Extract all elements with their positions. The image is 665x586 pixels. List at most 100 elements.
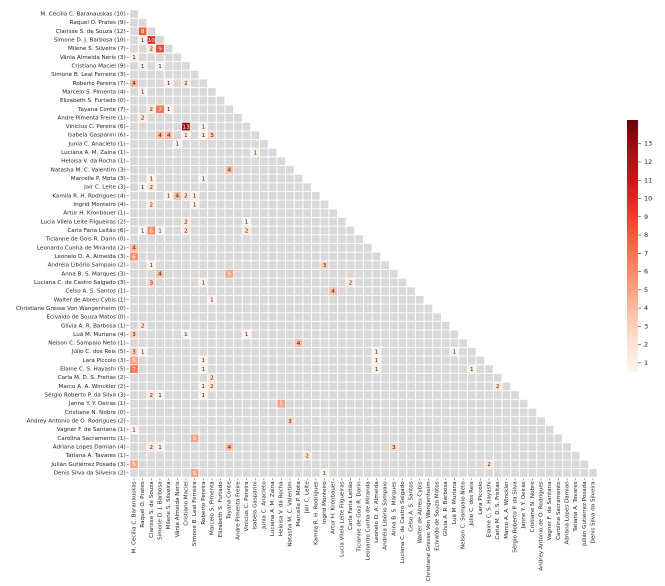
empty-cell — [363, 469, 372, 477]
colorbar-label: 9 — [644, 213, 648, 221]
cell — [199, 382, 208, 391]
empty-cell — [182, 321, 190, 330]
empty-cell — [268, 425, 277, 434]
empty-cell — [164, 53, 173, 62]
empty-cell — [286, 365, 294, 373]
cell-value: 1 — [158, 445, 162, 451]
empty-cell — [242, 131, 251, 140]
empty-cell — [346, 261, 355, 269]
empty-cell — [485, 373, 493, 382]
empty-cell — [147, 434, 156, 443]
cell — [173, 140, 182, 148]
empty-cell — [234, 391, 242, 399]
empty-cell — [216, 278, 225, 287]
empty-cell — [190, 79, 199, 88]
empty-cell — [320, 425, 329, 434]
cell — [467, 365, 476, 373]
empty-cell — [433, 330, 441, 339]
empty-cell — [260, 235, 268, 243]
empty-cell — [147, 148, 156, 157]
empty-cell — [294, 391, 303, 399]
empty-cell — [164, 434, 173, 443]
col-label: M. Cecília C. Baranauskas — [131, 481, 138, 553]
empty-cell — [164, 399, 173, 408]
empty-cell — [251, 252, 260, 261]
empty-cell — [493, 399, 502, 408]
cell-value: 1 — [158, 64, 162, 70]
empty-cell — [182, 209, 190, 218]
empty-cell — [225, 148, 234, 157]
empty-cell — [441, 382, 450, 391]
empty-cell — [381, 339, 389, 347]
empty-cell — [320, 460, 329, 469]
empty-cell — [190, 261, 199, 269]
empty-cell — [147, 399, 156, 408]
empty-cell — [190, 131, 199, 140]
cell-value: 1 — [201, 384, 205, 390]
empty-cell — [294, 252, 303, 261]
cell-value: 1 — [141, 228, 145, 234]
empty-cell — [268, 434, 277, 443]
empty-cell — [190, 88, 199, 96]
empty-cell — [251, 166, 260, 174]
empty-cell — [251, 373, 260, 382]
empty-cell — [502, 434, 511, 443]
cell — [346, 278, 355, 287]
cell-value: 1 — [375, 350, 379, 356]
empty-cell — [260, 304, 268, 313]
empty-cell — [363, 313, 372, 321]
empty-cell — [355, 460, 363, 469]
empty-cell — [216, 148, 225, 157]
empty-cell — [208, 408, 216, 417]
empty-cell — [251, 218, 260, 226]
empty-cell — [320, 391, 329, 399]
empty-cell — [372, 460, 381, 469]
empty-cell — [147, 408, 156, 417]
empty-cell — [372, 295, 381, 304]
cell — [156, 269, 164, 278]
empty-cell — [234, 226, 242, 235]
empty-cell — [493, 391, 502, 399]
empty-cell — [355, 304, 363, 313]
empty-cell — [320, 226, 329, 235]
empty-cell — [459, 373, 467, 382]
empty-cell — [225, 192, 234, 200]
empty-cell — [286, 391, 294, 399]
empty-cell — [363, 252, 372, 261]
cell — [147, 183, 156, 192]
empty-cell — [415, 408, 424, 417]
empty-cell — [216, 469, 225, 477]
empty-cell — [389, 313, 398, 321]
empty-cell — [147, 88, 156, 96]
empty-cell — [182, 174, 190, 183]
cell-value: 9 — [158, 46, 162, 52]
empty-cell — [130, 105, 138, 114]
cell-value: 4 — [227, 445, 231, 451]
empty-cell — [234, 304, 242, 313]
empty-cell — [493, 469, 502, 477]
col-label: Luciana C. de Castro Salgado — [400, 481, 406, 563]
empty-cell — [355, 347, 363, 356]
empty-cell — [441, 417, 450, 425]
empty-cell — [338, 295, 346, 304]
empty-cell — [138, 174, 147, 183]
empty-cell — [286, 218, 294, 226]
col-label: Simone D. J. Barbosa — [157, 481, 163, 540]
col-label: Julián Gutiérrez Posada — [581, 481, 588, 547]
empty-cell — [173, 209, 182, 218]
empty-cell — [346, 425, 355, 434]
col-label: Ingrid Monteiro — [322, 481, 328, 524]
empty-cell — [208, 261, 216, 269]
empty-cell — [156, 166, 164, 174]
empty-cell — [251, 434, 260, 443]
empty-cell — [277, 295, 286, 304]
empty-cell — [164, 417, 173, 425]
empty-cell — [234, 200, 242, 209]
empty-cell — [199, 200, 208, 209]
empty-cell — [511, 451, 519, 460]
empty-cell — [260, 399, 268, 408]
empty-cell — [312, 278, 320, 287]
empty-cell — [130, 443, 138, 451]
empty-cell — [294, 408, 303, 417]
empty-cell — [277, 174, 286, 183]
